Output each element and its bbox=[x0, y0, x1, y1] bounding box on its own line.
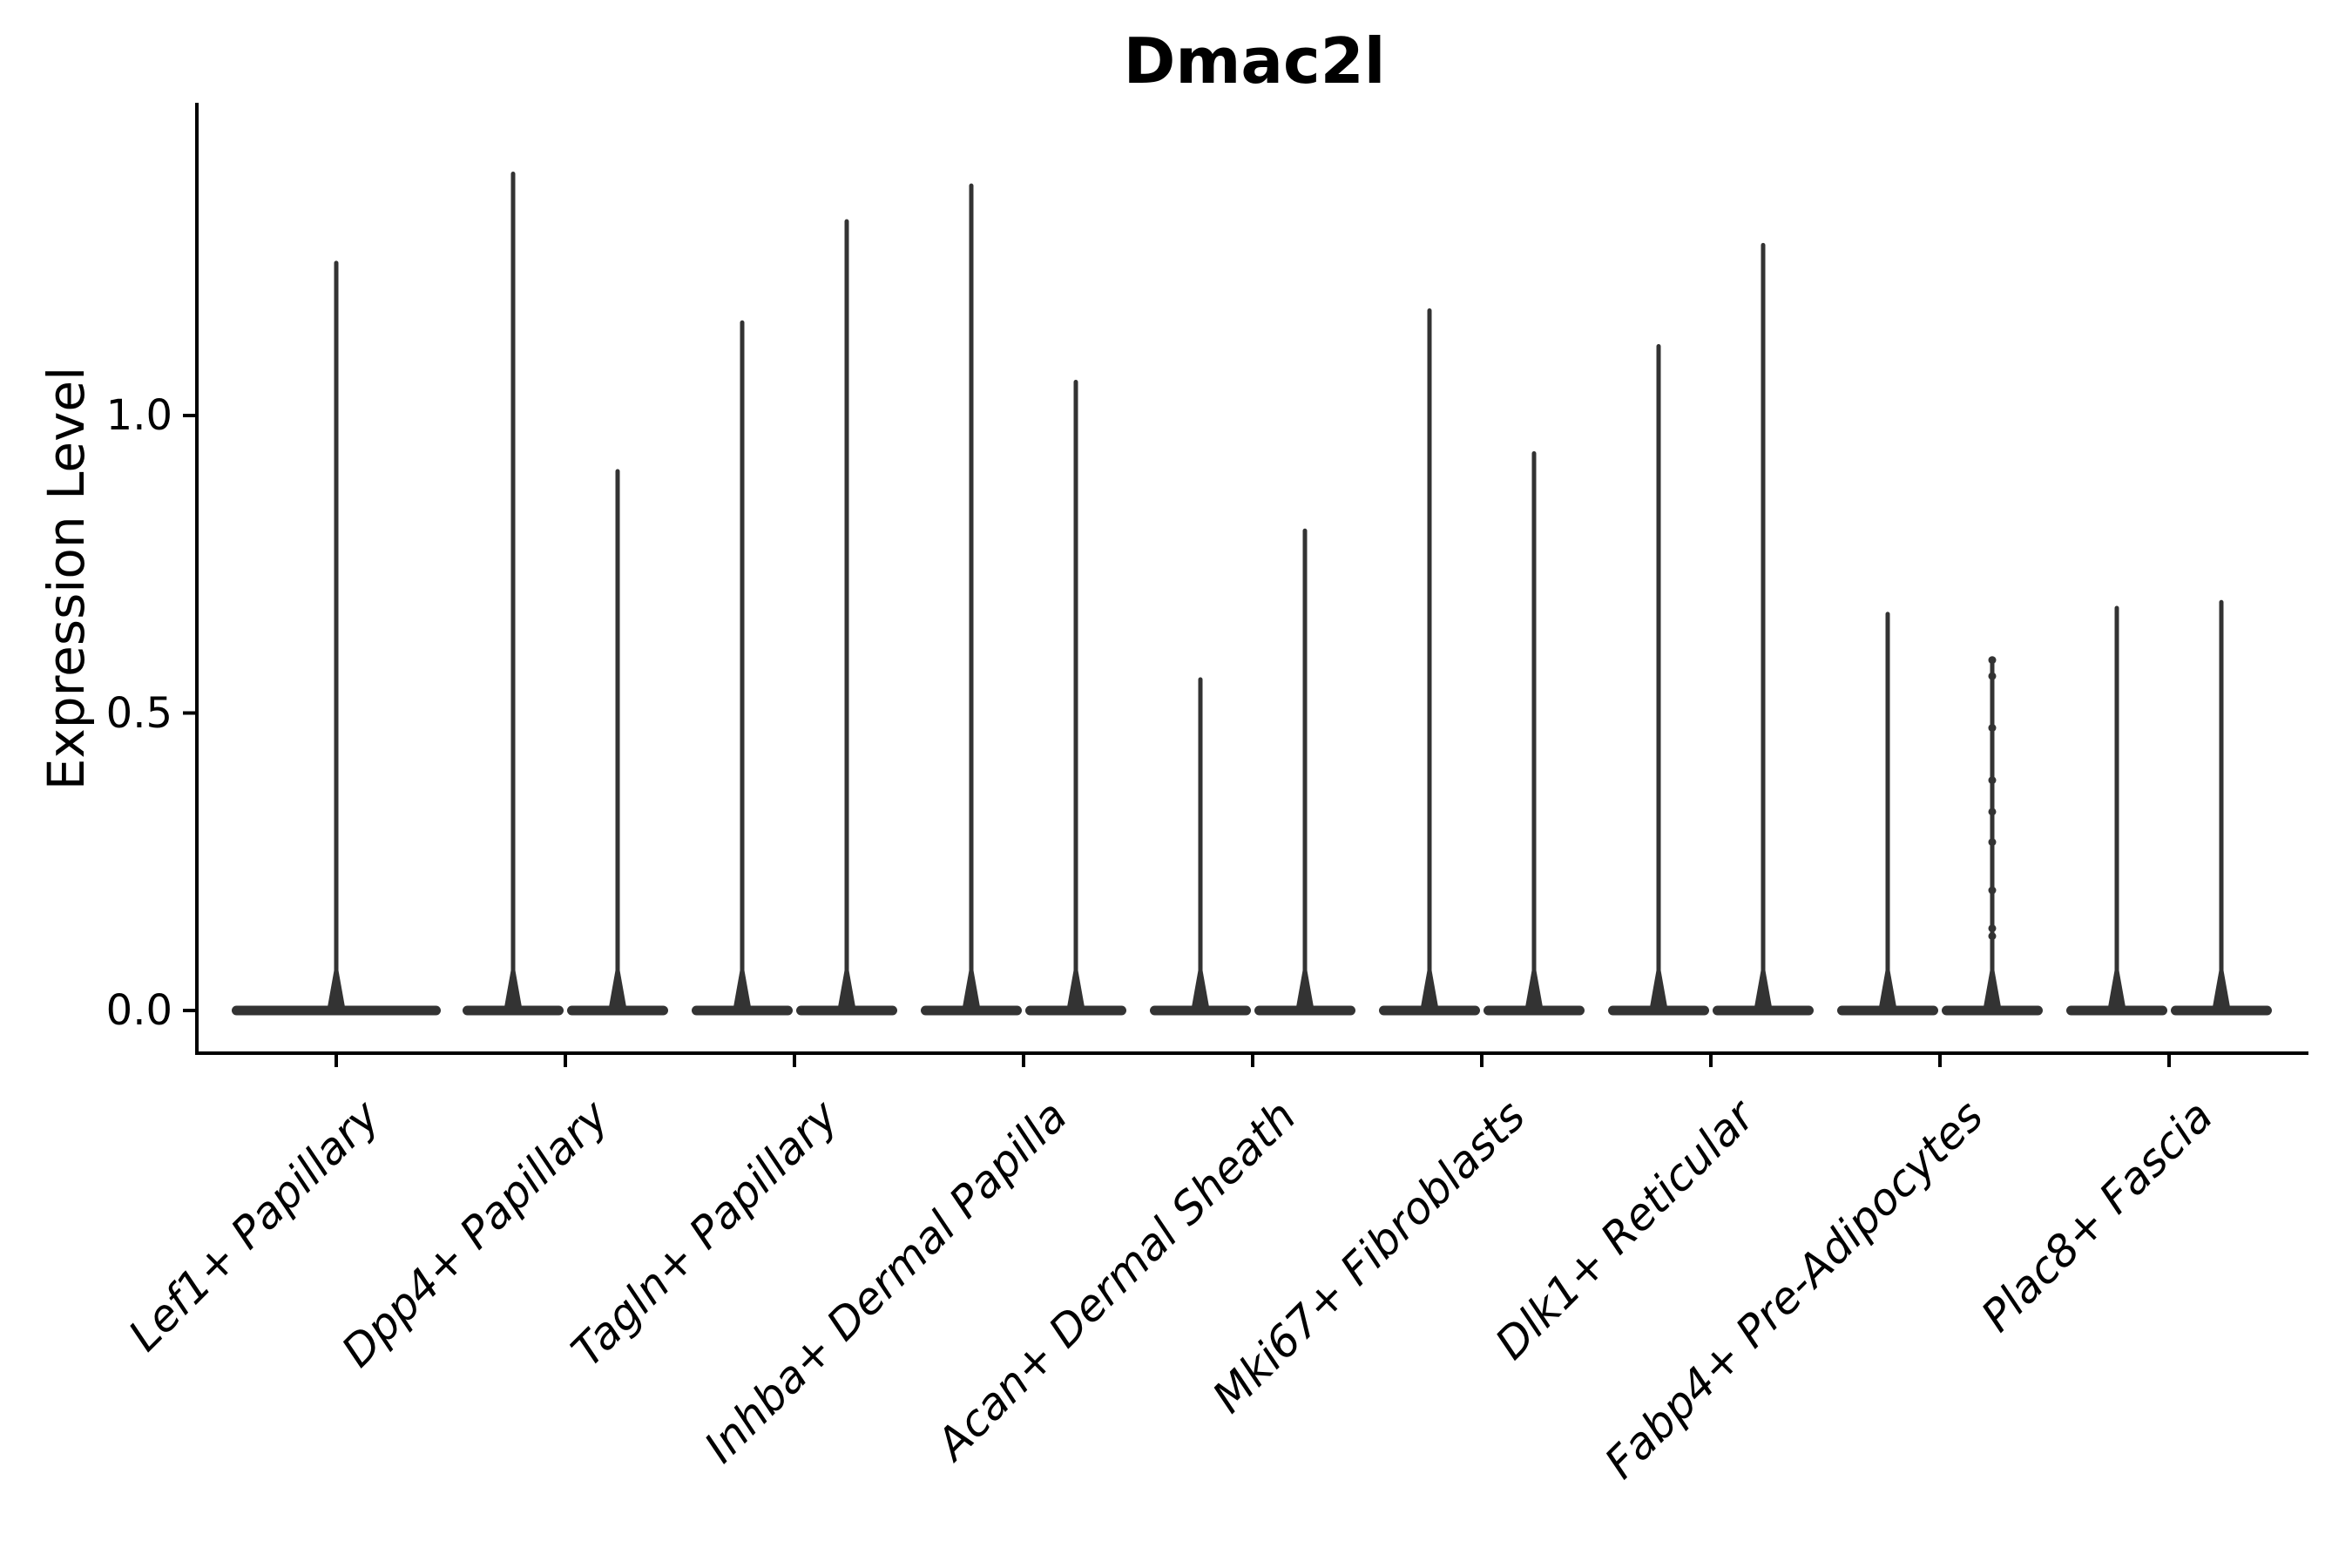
y-tick-label: 0.0 bbox=[105, 986, 172, 1035]
jitter-point bbox=[1988, 776, 1997, 785]
chart-title: Dmac2l bbox=[1123, 24, 1386, 98]
violin-body bbox=[1608, 1005, 1709, 1016]
y-tick-label: 1.0 bbox=[105, 391, 172, 440]
y-tick-label: 0.5 bbox=[105, 688, 172, 738]
jitter-point bbox=[1988, 838, 1997, 847]
violin-spike bbox=[2114, 605, 2119, 1010]
violin-spike bbox=[1427, 308, 1432, 1010]
jitter-point bbox=[1988, 886, 1997, 895]
jitter-point bbox=[1988, 656, 1997, 665]
violin-spike bbox=[334, 260, 339, 1010]
jitter-point bbox=[1988, 672, 1997, 680]
violin-body bbox=[1942, 1005, 2043, 1016]
violin-body bbox=[921, 1005, 1022, 1016]
violin-body bbox=[1150, 1005, 1251, 1016]
violin-spike bbox=[1302, 528, 1308, 1010]
violin-spike bbox=[740, 320, 745, 1011]
violin-body bbox=[463, 1005, 564, 1016]
jitter-point bbox=[1988, 808, 1997, 816]
violin-spike bbox=[1885, 612, 1890, 1010]
violin-spike bbox=[1073, 380, 1078, 1010]
violin-body bbox=[796, 1005, 897, 1016]
violin-body bbox=[567, 1005, 668, 1016]
violin-spike bbox=[844, 219, 849, 1011]
violin-body bbox=[1484, 1005, 1585, 1016]
violin-spike bbox=[615, 469, 620, 1010]
violin-spike bbox=[2219, 599, 2224, 1010]
violin-body bbox=[1837, 1005, 1938, 1016]
violin-body bbox=[2066, 1005, 2167, 1016]
violin-body bbox=[1379, 1005, 1480, 1016]
violin-body bbox=[1025, 1005, 1126, 1016]
violin-body bbox=[1254, 1005, 1355, 1016]
jitter-point bbox=[1988, 932, 1997, 941]
violin-spike bbox=[1656, 344, 1661, 1010]
violin-body bbox=[1713, 1005, 1814, 1016]
violin-spike bbox=[1198, 677, 1203, 1010]
violin-body bbox=[2171, 1005, 2272, 1016]
jitter-point bbox=[1988, 924, 1997, 933]
violin-spike bbox=[969, 183, 974, 1010]
violin-spike bbox=[1761, 242, 1766, 1010]
violin-spike bbox=[510, 171, 516, 1011]
violin-spike bbox=[1990, 659, 1995, 1010]
violin-body bbox=[692, 1005, 793, 1016]
violin-spike bbox=[1531, 450, 1537, 1010]
violin-body bbox=[232, 1005, 441, 1016]
jitter-point bbox=[1988, 724, 1997, 733]
